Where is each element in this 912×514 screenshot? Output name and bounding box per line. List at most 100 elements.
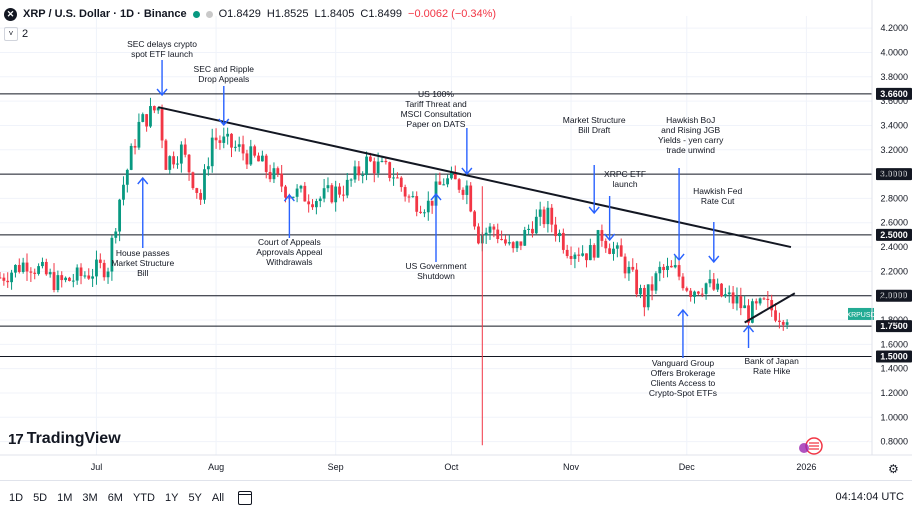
candle-body — [357, 166, 361, 176]
timeframe-5d[interactable]: 5D — [33, 491, 48, 504]
timeframe-1m[interactable]: 1M — [57, 491, 73, 504]
x-tick-label: Dec — [679, 462, 696, 472]
candle-body — [21, 262, 25, 272]
candle-body — [176, 163, 179, 165]
candle-body — [585, 253, 588, 261]
candle-body — [720, 283, 723, 297]
candle-body — [318, 198, 322, 202]
candle-body — [311, 204, 314, 208]
candle-body — [743, 305, 747, 309]
candle-body — [133, 145, 137, 148]
y-tick-label: 4.0000 — [880, 47, 908, 57]
candle-body — [623, 256, 627, 274]
candle-body — [284, 186, 287, 198]
candle-body — [612, 248, 615, 254]
gear-icon[interactable]: ⚙ — [888, 462, 899, 476]
annotation-text: US 100% — [418, 89, 454, 99]
xrp-logo-icon: ✕ — [4, 7, 17, 21]
y-tick-label: 1.8000 — [880, 315, 908, 325]
candle-body — [712, 279, 716, 290]
candle-body — [785, 322, 789, 325]
candle-body — [95, 259, 98, 277]
annotation-text: Market Structure — [111, 258, 174, 268]
timeframe-ytd[interactable]: YTD — [132, 491, 155, 504]
candle-body — [361, 175, 365, 177]
timeframe-3m[interactable]: 3M — [82, 491, 98, 504]
level-label: 3.0000 — [880, 169, 908, 179]
candle-body — [295, 188, 299, 197]
arrow-head-icon — [588, 206, 600, 215]
candle-body — [376, 161, 380, 174]
annotation-text: Yields - yen carry — [658, 135, 724, 145]
candle-body — [183, 144, 187, 155]
candle-body — [160, 107, 164, 141]
level-tag — [876, 168, 912, 181]
candle-body — [91, 276, 95, 279]
timeframe-6m[interactable]: 6M — [107, 491, 123, 504]
candle-body — [218, 140, 222, 143]
annotation-text: Clients Access to — [651, 378, 716, 388]
arrow-head-icon — [742, 324, 755, 333]
candle-body — [500, 239, 503, 241]
timeframe-1d[interactable]: 1D — [9, 491, 24, 504]
x-tick-label: Aug — [208, 462, 224, 472]
candle-body — [669, 265, 673, 268]
candle-body — [426, 200, 430, 213]
chevron-down-icon[interactable]: ˅ — [4, 27, 18, 41]
candle-body — [168, 156, 172, 170]
candle-body — [152, 106, 156, 111]
candle-body — [407, 196, 411, 198]
annotation-text: launch — [613, 179, 638, 189]
candle-body — [222, 136, 226, 143]
candle-body — [341, 194, 345, 196]
candle-body — [214, 137, 218, 141]
annotation-text: Rate Cut — [701, 196, 735, 206]
tradingview-brand: TradingView — [26, 430, 121, 447]
candle-body — [473, 211, 476, 227]
candle-body — [264, 155, 268, 172]
candle-body — [450, 172, 453, 179]
candle-body — [531, 228, 534, 234]
candle-body — [203, 169, 206, 200]
candle-body — [739, 296, 743, 309]
timeframe-5y[interactable]: 5Y — [188, 491, 202, 504]
annotation-text: MSCI Consultation — [401, 109, 472, 119]
candle-body — [654, 273, 658, 291]
candle-body — [561, 232, 565, 250]
y-tick-label: 1.0000 — [880, 412, 908, 422]
clock-readout[interactable]: 04:14:04 UTC — [835, 491, 904, 503]
candle-body — [314, 201, 318, 208]
candle-body — [345, 179, 349, 196]
annotation-text: XRPC ETF — [604, 169, 646, 179]
candle-body — [592, 245, 596, 258]
candle-body — [6, 280, 10, 283]
level-label: 3.6600 — [880, 89, 908, 99]
arrow-head-icon — [156, 88, 168, 97]
timeframe-all[interactable]: All — [211, 491, 225, 504]
arrow-head-icon — [708, 255, 720, 264]
trendline — [157, 106, 792, 249]
candle-body — [754, 301, 758, 304]
candle-body — [52, 272, 56, 290]
annotation-text: Crypto-Spot ETFs — [649, 388, 717, 398]
candle-body — [179, 144, 183, 164]
y-tick-label: 1.2000 — [880, 388, 908, 398]
annotation-text: Bill — [137, 268, 148, 278]
candle-body — [411, 196, 415, 198]
symbol-title[interactable]: XRP / U.S. Dollar · 1D · Binance — [23, 8, 187, 20]
candle-body — [237, 144, 241, 147]
candle-body — [666, 265, 669, 271]
timeframe-1y[interactable]: 1Y — [164, 491, 179, 504]
candle-body — [642, 287, 646, 308]
annotation-text: Offers Brokerage — [651, 368, 716, 378]
candle-body — [650, 284, 654, 291]
calendar-icon[interactable] — [238, 490, 253, 505]
candle-body — [322, 188, 326, 199]
close-value: C1.8499 — [360, 8, 402, 20]
candle-body — [534, 216, 538, 234]
candle-body — [700, 293, 704, 295]
candle-body — [504, 239, 507, 244]
candle-body — [260, 155, 264, 162]
candle-body — [777, 320, 781, 322]
